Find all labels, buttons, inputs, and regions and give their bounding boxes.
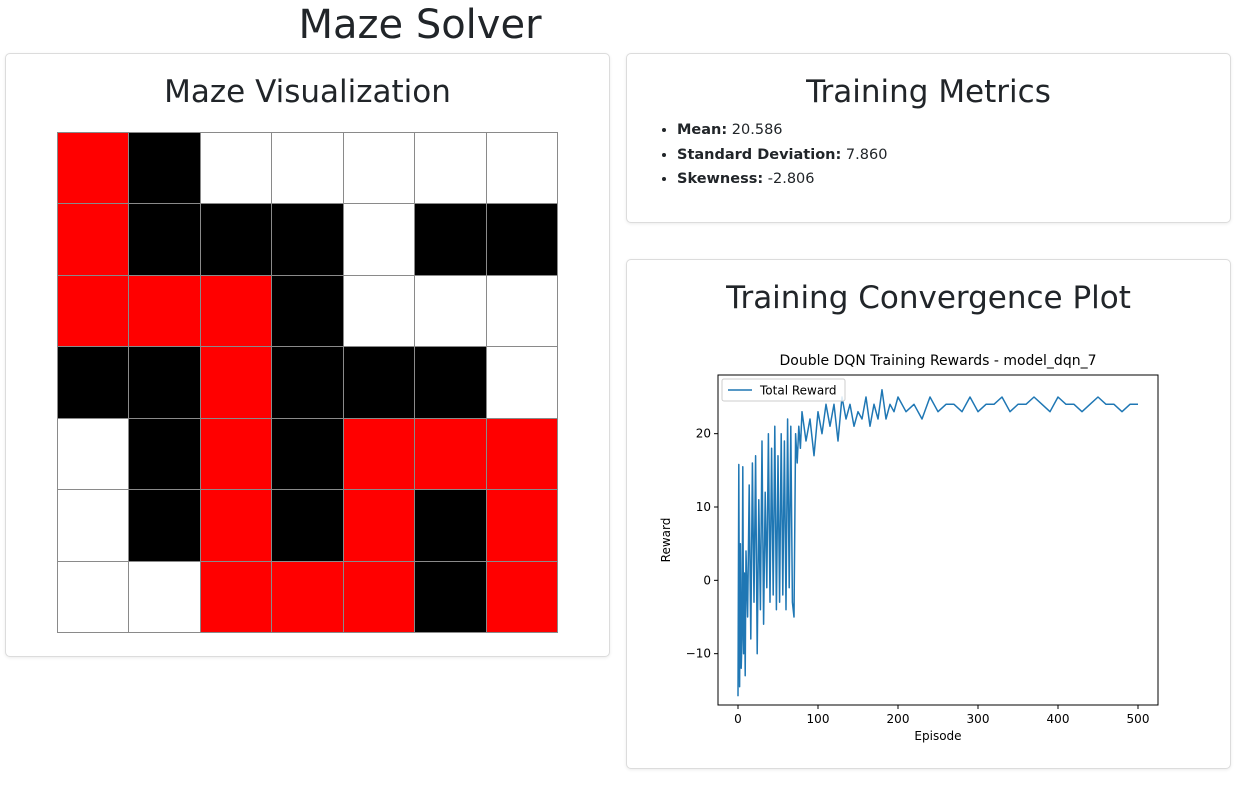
- maze-cell-path: [343, 561, 416, 633]
- y-tick-label: 20: [696, 427, 711, 441]
- maze-cell-open: [343, 204, 416, 276]
- maze-cell-wall: [415, 490, 487, 562]
- maze-card-title: Maze Visualization: [164, 74, 451, 110]
- maze-cell-open: [343, 275, 416, 348]
- x-tick-label: 500: [1127, 712, 1150, 726]
- x-tick-label: 100: [807, 712, 830, 726]
- maze-cell-open: [486, 347, 558, 419]
- maze-cell-path: [343, 490, 416, 562]
- metric-mean: Mean: 20.586: [677, 118, 887, 143]
- metrics-card-title: Training Metrics: [806, 74, 1051, 110]
- training-metrics-card: Training Metrics Mean: 20.586 Standard D…: [626, 53, 1231, 223]
- maze-cell-wall: [129, 490, 201, 562]
- training-rewards-chart: Double DQN Training Rewards - model_dqn_…: [659, 353, 1159, 743]
- maze-cell-path: [58, 275, 130, 348]
- legend-label: Total Reward: [759, 384, 837, 398]
- maze-cell-open: [58, 561, 130, 633]
- metric-skewness: Skewness: -2.806: [677, 167, 887, 192]
- maze-cell-path: [343, 418, 416, 491]
- maze-cell-path: [200, 347, 273, 419]
- x-axis-label: Episode: [914, 729, 961, 743]
- maze-cell-path: [486, 490, 558, 562]
- series-line-total-reward: [737, 388, 1138, 697]
- maze-cell-wall: [272, 418, 344, 491]
- y-tick-label: 0: [703, 573, 711, 587]
- metric-label: Standard Deviation:: [677, 146, 842, 163]
- maze-cell-path: [58, 204, 130, 276]
- maze-cell-wall: [343, 347, 416, 419]
- maze-cell-wall: [486, 204, 558, 276]
- maze-cell-path: [486, 418, 558, 491]
- maze-cell-wall: [58, 347, 130, 419]
- maze-cell-open: [58, 490, 130, 562]
- maze-cell-wall: [415, 347, 487, 419]
- maze-cell-open: [415, 275, 487, 348]
- maze-cell-open: [200, 133, 273, 205]
- y-axis-label: Reward: [659, 518, 673, 563]
- metrics-list: Mean: 20.586 Standard Deviation: 7.860 S…: [657, 118, 887, 192]
- maze-grid: [57, 132, 558, 633]
- maze-cell-path: [129, 275, 201, 348]
- maze-cell-open: [129, 561, 201, 633]
- maze-cell-open: [343, 133, 416, 205]
- maze-cell-wall: [129, 133, 201, 205]
- metric-value: 20.586: [731, 122, 783, 138]
- page-title: Maze Solver: [298, 2, 542, 48]
- maze-cell-path: [415, 418, 487, 491]
- metric-value: -2.806: [767, 171, 815, 187]
- maze-cell-open: [58, 418, 130, 491]
- metric-label: Skewness:: [677, 171, 764, 187]
- maze-cell-wall: [129, 347, 201, 419]
- maze-cell-wall: [129, 204, 201, 276]
- x-tick-label: 400: [1047, 712, 1070, 726]
- maze-cell-path: [200, 275, 273, 348]
- maze-cell-wall: [129, 418, 201, 491]
- maze-cell-path: [200, 490, 273, 562]
- maze-cell-wall: [415, 204, 487, 276]
- maze-cell-open: [486, 133, 558, 205]
- maze-cell-wall: [272, 275, 344, 348]
- maze-visualization-card: Maze Visualization: [5, 53, 610, 657]
- maze-cell-wall: [200, 204, 273, 276]
- x-tick-label: 300: [967, 712, 990, 726]
- maze-cell-path: [272, 561, 344, 633]
- maze-cell-path: [200, 418, 273, 491]
- maze-cell-wall: [415, 561, 487, 633]
- metric-label: Mean:: [677, 122, 728, 138]
- maze-cell-path: [200, 561, 273, 633]
- maze-cell-open: [272, 133, 344, 205]
- metric-standard-deviation: Standard Deviation: 7.860: [677, 143, 887, 168]
- maze-cell-wall: [272, 347, 344, 419]
- x-tick-label: 200: [887, 712, 910, 726]
- training-convergence-card: Training Convergence Plot Double DQN Tra…: [626, 259, 1231, 769]
- maze-cell-wall: [272, 490, 344, 562]
- chart-title: Double DQN Training Rewards - model_dqn_…: [779, 353, 1096, 369]
- maze-cell-path: [58, 133, 130, 205]
- x-tick-label: 0: [734, 712, 742, 726]
- maze-cell-open: [486, 275, 558, 348]
- maze-cell-open: [415, 133, 487, 205]
- maze-cell-path: [486, 561, 558, 633]
- y-tick-label: −10: [686, 647, 711, 661]
- plot-card-title: Training Convergence Plot: [726, 280, 1131, 316]
- y-tick-label: 10: [696, 500, 711, 514]
- legend-box: [721, 378, 846, 402]
- plot-area-frame: [717, 374, 1159, 706]
- maze-cell-wall: [272, 204, 344, 276]
- metric-value: 7.860: [845, 146, 888, 163]
